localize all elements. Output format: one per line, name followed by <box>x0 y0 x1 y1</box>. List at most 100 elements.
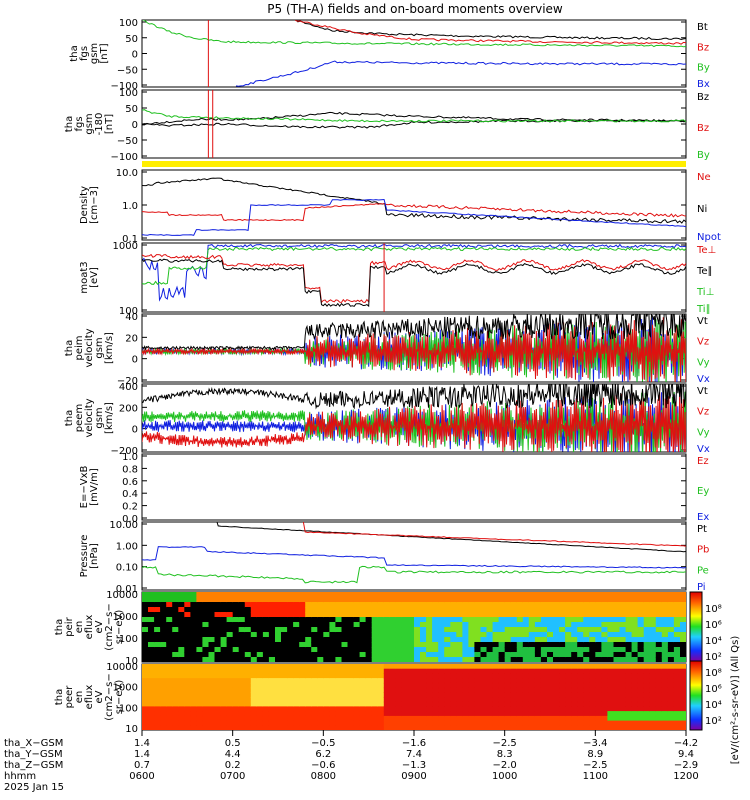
heatmap-cell <box>353 701 361 707</box>
heatmap-cell <box>196 692 203 698</box>
y-tick-label: 0.2 <box>122 502 138 513</box>
heatmap-cell <box>547 612 554 618</box>
heatmap-cell <box>667 682 675 689</box>
heatmap-cell <box>166 607 173 613</box>
y-axis-label: tha peem velocity gsm [km/s] <box>64 398 115 437</box>
legend-entry: Vx <box>697 444 710 455</box>
heatmap-cell <box>426 607 433 613</box>
heatmap-cell <box>420 632 427 638</box>
heatmap-cell <box>190 592 197 598</box>
heatmap-cell <box>414 720 421 726</box>
heatmap-cell <box>244 617 252 623</box>
heatmap-cell <box>401 706 409 712</box>
heatmap-cell <box>595 687 602 693</box>
heatmap-cell <box>359 715 367 722</box>
heatmap-cell <box>613 715 621 722</box>
heatmap-cell <box>619 692 627 698</box>
heatmap-cell <box>184 612 191 618</box>
heatmap-cell <box>547 701 554 707</box>
heatmap-cell <box>553 725 560 730</box>
heatmap-cell <box>142 597 149 603</box>
heatmap-cell <box>547 627 554 633</box>
heatmap-cell <box>317 720 324 726</box>
heatmap-cell <box>323 632 330 638</box>
heatmap-cell <box>414 715 421 722</box>
heatmap-cell <box>347 711 355 717</box>
heatmap-cell <box>293 627 300 633</box>
heatmap-cell <box>625 657 633 662</box>
heatmap-cell <box>577 632 584 638</box>
heatmap-cell <box>142 715 149 722</box>
heatmap-cell <box>589 652 596 658</box>
heatmap-cell <box>420 592 427 598</box>
heatmap-cell <box>377 602 385 608</box>
heatmap-cell <box>462 657 469 662</box>
heatmap-cell <box>408 664 415 670</box>
heatmap-cell <box>371 687 379 693</box>
heatmap-cell <box>148 687 155 693</box>
heatmap-cell <box>389 682 397 689</box>
colorbar-tick: 10⁸ <box>705 604 722 615</box>
heatmap-cell <box>510 692 518 698</box>
heatmap-cell <box>202 673 209 679</box>
heatmap-cell <box>184 622 191 628</box>
heatmap-cell <box>353 597 361 603</box>
heatmap-cell <box>311 602 318 608</box>
y-axis-label: tha fgs gsm -180 [nT] <box>64 113 115 136</box>
heatmap-cell <box>148 668 155 674</box>
heatmap-cell <box>492 697 500 703</box>
legend-entry: Bz <box>697 92 709 103</box>
heatmap-cell <box>559 622 566 628</box>
heatmap-cell <box>637 720 645 726</box>
heatmap-cell <box>154 642 161 648</box>
heatmap-cell <box>474 706 481 712</box>
heatmap-cell <box>607 668 614 674</box>
y-tick-label: 10 <box>125 656 138 667</box>
heatmap-cell <box>232 668 240 674</box>
heatmap-cell <box>643 692 651 698</box>
heatmap-cell <box>184 697 191 703</box>
heatmap-cell <box>142 592 149 598</box>
heatmap-cell <box>619 657 627 662</box>
heatmap-cell <box>299 697 306 703</box>
heatmap-cell <box>335 592 342 598</box>
heatmap-cell <box>226 668 234 674</box>
heatmap-cell <box>589 632 596 638</box>
heatmap-cell <box>571 664 578 670</box>
heatmap-cell <box>353 607 361 613</box>
heatmap-cell <box>510 592 518 598</box>
heatmap-cell <box>275 682 282 689</box>
heatmap-cell <box>172 617 179 623</box>
heatmap-cell <box>305 657 312 662</box>
heatmap-cell <box>450 706 457 712</box>
heatmap-cell <box>655 706 663 712</box>
heatmap-cell <box>365 652 373 658</box>
heatmap-cell <box>522 692 530 698</box>
heatmap-cell <box>619 715 627 722</box>
heatmap-cell <box>250 657 258 662</box>
heatmap-cell <box>577 652 584 658</box>
heatmap-cell <box>244 682 252 689</box>
heatmap-cell <box>365 701 373 707</box>
heatmap-cell <box>220 657 228 662</box>
series-line-By <box>142 109 686 123</box>
heatmap-cell <box>365 622 373 628</box>
heatmap-cell <box>190 597 197 603</box>
heatmap-cell <box>154 664 161 670</box>
heatmap-cell <box>534 637 542 643</box>
heatmap-cell <box>383 657 391 662</box>
heatmap-cell <box>486 701 494 707</box>
heatmap-cell <box>341 673 349 679</box>
y-axis-label-line: [nT] <box>99 43 110 63</box>
heatmap-cell <box>534 664 542 670</box>
heatmap-cell <box>528 607 536 613</box>
heatmap-cell <box>299 725 306 730</box>
heatmap-cell <box>408 711 415 717</box>
heatmap-cell <box>553 647 560 653</box>
heatmap-cell <box>190 687 197 693</box>
heatmap-cell <box>262 701 270 707</box>
y-axis-label-line: peem <box>74 404 85 432</box>
heatmap-cell <box>299 622 306 628</box>
heatmap-cell <box>329 720 336 726</box>
